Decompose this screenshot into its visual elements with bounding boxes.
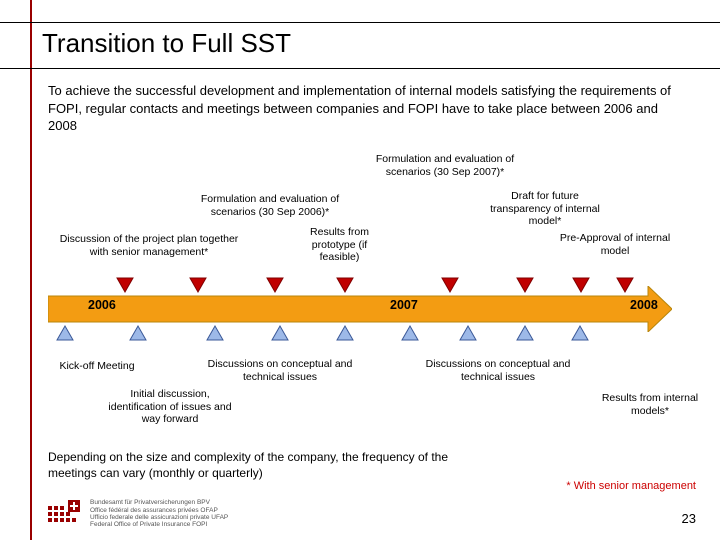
page-number: 23 (682, 511, 696, 526)
label-formulation-2006: Formulation and evaluation of scenarios … (195, 193, 345, 218)
vertical-red-bar (30, 0, 32, 540)
footnote: * With senior management (566, 480, 696, 492)
label-draft-transparency: Draft for future transparency of interna… (480, 190, 610, 228)
label-discussion-plan: Discussion of the project plan together … (55, 233, 243, 258)
footer-logo-block: Bundesamt für Privatversicherungen BPVOf… (48, 499, 228, 528)
label-results-internal: Results from internal models* (600, 392, 700, 417)
label-discussions-2007: Discussions on conceptual and technical … (408, 358, 588, 383)
logo-text: Bundesamt für Privatversicherungen BPVOf… (90, 499, 228, 528)
footer-paragraph: Depending on the size and complexity of … (48, 450, 468, 481)
slide-title: Transition to Full SST (42, 28, 291, 59)
label-discussions-2006: Discussions on conceptual and technical … (190, 358, 370, 383)
label-kickoff: Kick-off Meeting (42, 360, 152, 373)
label-results-prototype: Results from prototype (if feasible) (292, 226, 387, 264)
timeline-arrow (48, 286, 672, 332)
label-preapproval: Pre-Approval of internal model (555, 232, 675, 257)
year-2008: 2008 (630, 298, 658, 312)
year-2006: 2006 (88, 298, 116, 312)
top-rule (0, 22, 720, 23)
logo-icon (48, 500, 82, 528)
label-initial-discussion: Initial discussion, identification of is… (100, 388, 240, 426)
label-formulation-2007: Formulation and evaluation of scenarios … (370, 153, 520, 178)
title-underline (0, 68, 720, 69)
year-2007: 2007 (390, 298, 418, 312)
intro-paragraph: To achieve the successful development an… (48, 82, 682, 135)
